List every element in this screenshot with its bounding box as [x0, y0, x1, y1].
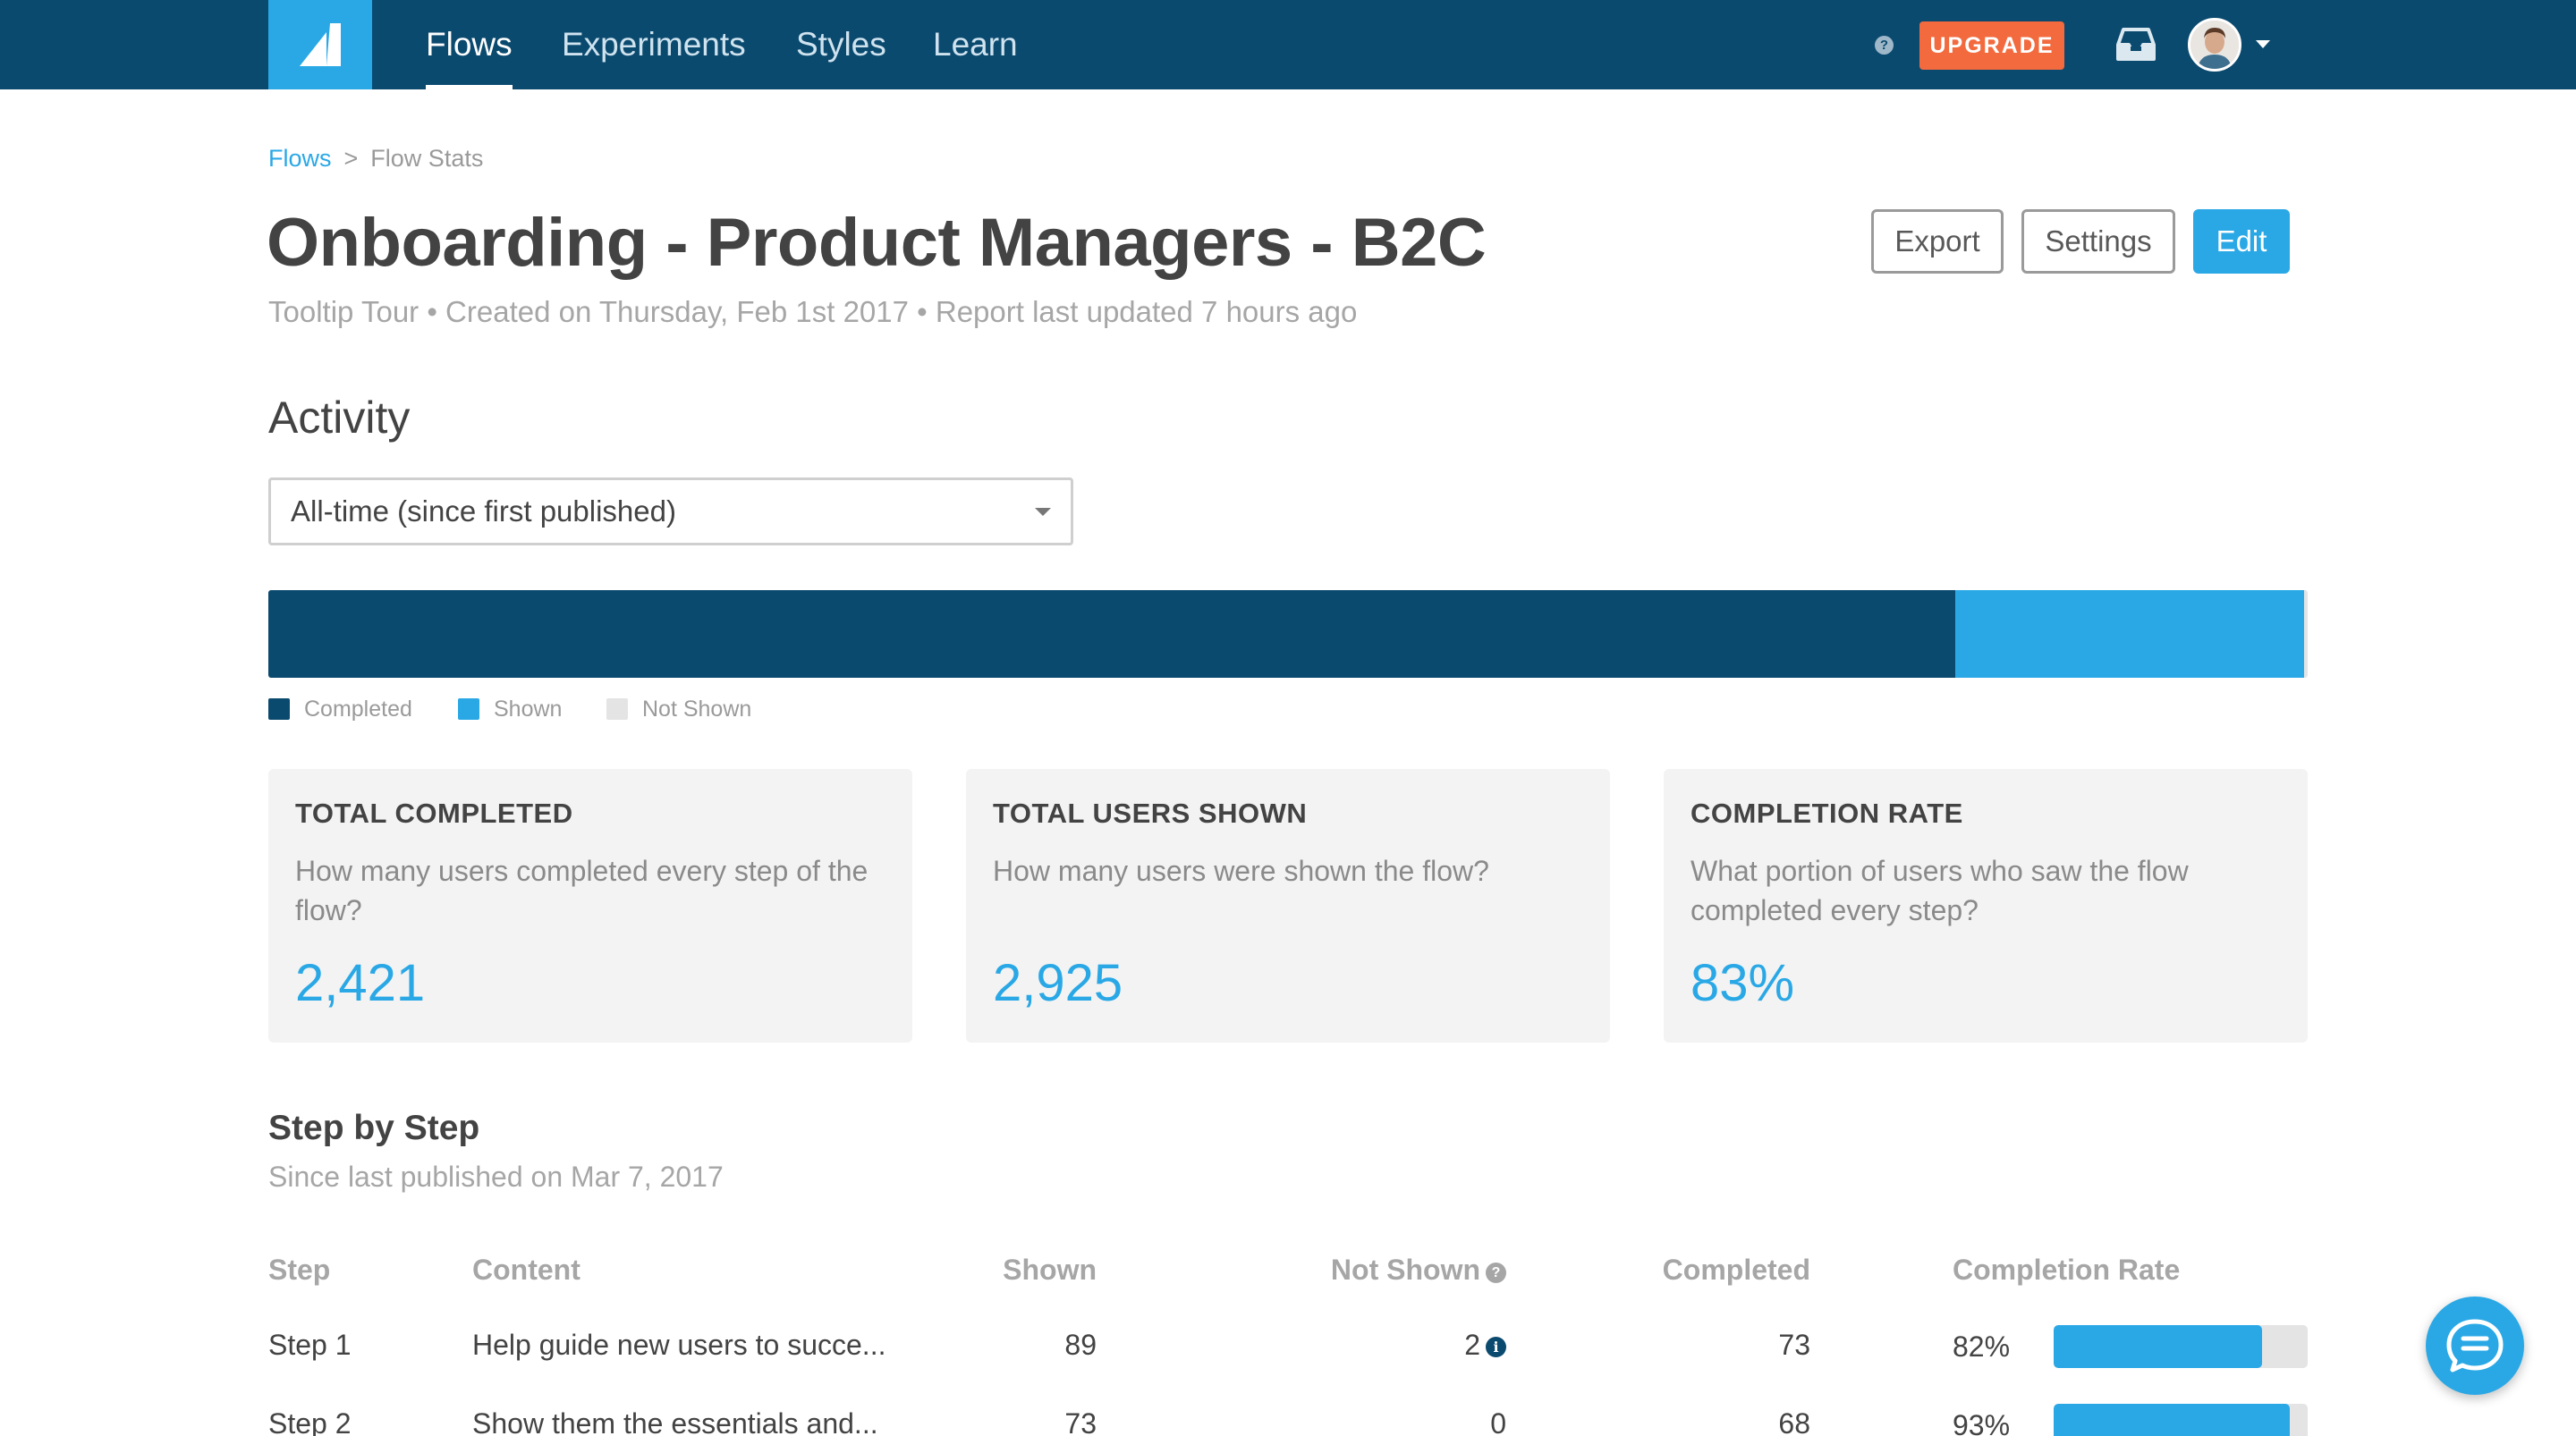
- activity-stacked-bar: [268, 590, 2308, 678]
- cell-completed: 68: [1778, 1407, 1810, 1436]
- stat-card-total-users-shown: TOTAL USERS SHOWN How many users were sh…: [966, 769, 1610, 1043]
- avatar[interactable]: [2188, 18, 2241, 72]
- page-subtitle: Tooltip Tour • Created on Thursday, Feb …: [268, 295, 1358, 328]
- card-value: 2,925: [993, 954, 1123, 1012]
- cell-shown: 73: [1064, 1407, 1097, 1436]
- breadcrumb-link-flows[interactable]: Flows: [268, 145, 332, 172]
- legend-item-shown: Shown: [458, 694, 562, 724]
- cell-completion-rate: 82%: [1953, 1330, 2011, 1363]
- card-value: 83%: [1690, 954, 1795, 1012]
- column-header-content: Content: [472, 1254, 580, 1286]
- bar-segment-completed: [268, 590, 1955, 678]
- legend-label: Not Shown: [642, 697, 752, 722]
- page-title: Onboarding - Product Managers - B2C: [267, 205, 1487, 281]
- column-header-label: Not Shown: [1330, 1254, 1480, 1286]
- cell-content[interactable]: Show them the essentials and...: [472, 1407, 878, 1436]
- completion-rate-bar: [2054, 1404, 2308, 1436]
- cell-not-shown-value: 2: [1464, 1329, 1480, 1361]
- card-title: TOTAL COMPLETED: [295, 798, 573, 829]
- edit-button[interactable]: Edit: [2193, 209, 2290, 274]
- card-description: How many users were shown the flow?: [993, 855, 1489, 887]
- breadcrumb: Flows > Flow Stats: [268, 145, 483, 173]
- date-range-value: All-time (since first published): [291, 494, 676, 528]
- help-icon[interactable]: ?: [1486, 1263, 1506, 1283]
- chevron-down-icon[interactable]: [2256, 40, 2270, 48]
- date-range-select[interactable]: All-time (since first published): [268, 477, 1073, 545]
- upgrade-button[interactable]: UPGRADE: [1919, 21, 2064, 70]
- step-by-step-heading: Step by Step: [268, 1109, 480, 1147]
- nav-tab-flows[interactable]: Flows: [426, 0, 513, 89]
- column-header-not-shown: Not Shown?: [1216, 1254, 1506, 1287]
- user-avatar-icon: [2190, 21, 2239, 69]
- legend-swatch-completed: [268, 698, 290, 720]
- legend-label: Completed: [304, 697, 412, 722]
- cell-step: Step 1: [268, 1329, 352, 1361]
- logo-mark-icon: [300, 23, 341, 66]
- activity-heading: Activity: [268, 393, 411, 443]
- info-icon[interactable]: i: [1486, 1337, 1506, 1357]
- column-header-step: Step: [268, 1254, 331, 1286]
- completion-rate-bar: [2054, 1325, 2308, 1368]
- legend-label: Shown: [494, 697, 563, 722]
- chat-button[interactable]: [2426, 1297, 2524, 1395]
- column-header-shown: Shown: [1003, 1254, 1097, 1286]
- cell-not-shown: 0: [1490, 1407, 1506, 1436]
- cell-content[interactable]: Help guide new users to succe...: [472, 1329, 886, 1361]
- legend-item-not-shown: Not Shown: [606, 694, 751, 724]
- stat-card-completion-rate: COMPLETION RATE What portion of users wh…: [1664, 769, 2308, 1043]
- nav-tab-styles[interactable]: Styles: [796, 26, 886, 63]
- breadcrumb-current: Flow Stats: [370, 145, 484, 172]
- card-title: COMPLETION RATE: [1690, 798, 1963, 829]
- cell-step: Step 2: [268, 1407, 352, 1436]
- cell-completed: 73: [1778, 1329, 1810, 1361]
- legend-swatch-shown: [458, 698, 479, 720]
- column-header-completion-rate: Completion Rate: [1953, 1254, 2181, 1286]
- nav-tab-learn[interactable]: Learn: [933, 26, 1018, 63]
- card-title: TOTAL USERS SHOWN: [993, 798, 1308, 829]
- step-by-step-subtitle: Since last published on Mar 7, 2017: [268, 1161, 724, 1193]
- help-icon[interactable]: ?: [1875, 36, 1894, 55]
- card-value: 2,421: [295, 954, 426, 1012]
- card-description: What portion of users who saw the flow c…: [1690, 855, 2189, 926]
- card-description: How many users completed every step of t…: [295, 855, 869, 926]
- nav-tab-experiments[interactable]: Experiments: [562, 26, 746, 63]
- settings-button[interactable]: Settings: [2021, 209, 2175, 274]
- export-button[interactable]: Export: [1871, 209, 2004, 274]
- cell-shown: 89: [1064, 1329, 1097, 1361]
- logo-icon[interactable]: [268, 0, 372, 89]
- inbox-icon[interactable]: [2116, 27, 2156, 63]
- breadcrumb-separator: >: [343, 145, 359, 172]
- chat-icon: [2446, 1319, 2504, 1373]
- legend-swatch-not-shown: [606, 698, 628, 720]
- top-navigation-bar: Flows Experiments Styles Learn ? UPGRADE: [0, 0, 2576, 89]
- bar-segment-shown: [1955, 590, 2304, 678]
- column-header-completed: Completed: [1662, 1254, 1810, 1286]
- cell-completion-rate: 93%: [1953, 1409, 2011, 1436]
- completion-rate-bar-fill: [2054, 1325, 2262, 1368]
- stat-card-total-completed: TOTAL COMPLETED How many users completed…: [268, 769, 912, 1043]
- chevron-down-icon: [1035, 508, 1051, 516]
- legend-item-completed: Completed: [268, 694, 412, 724]
- completion-rate-bar-fill: [2054, 1404, 2290, 1436]
